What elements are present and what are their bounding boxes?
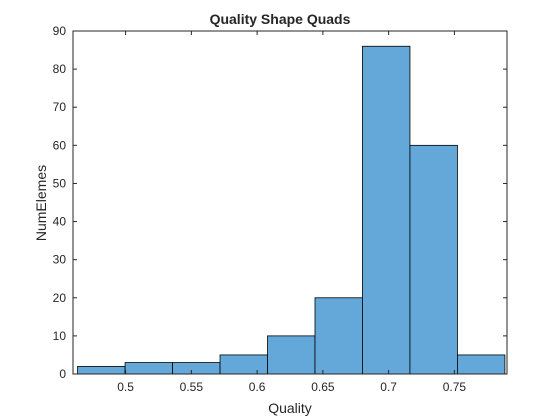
y-tick-label: 50 <box>53 176 67 190</box>
histogram-bar <box>220 355 267 374</box>
y-tick-label: 90 <box>53 24 67 38</box>
y-axis-label: NumElemes <box>33 165 49 241</box>
histogram-bar <box>173 363 220 374</box>
y-tick-label: 10 <box>53 329 67 343</box>
x-tick-label: 0.75 <box>443 380 467 394</box>
x-tick-label: 0.55 <box>180 380 204 394</box>
histogram-bar <box>362 46 409 374</box>
y-tick-label: 40 <box>53 215 67 229</box>
x-axis-label: Quality <box>268 400 312 416</box>
y-tick-label: 80 <box>53 62 67 76</box>
x-tick-label: 0.5 <box>117 380 134 394</box>
x-tick-label: 0.7 <box>380 380 397 394</box>
histogram-bar <box>410 145 457 374</box>
y-tick-label: 0 <box>59 367 66 381</box>
bars-group <box>78 46 505 374</box>
histogram-bar <box>315 298 362 374</box>
x-tick-label: 0.65 <box>311 380 335 394</box>
histogram-bar <box>268 336 315 374</box>
histogram-bar <box>457 355 504 374</box>
y-tick-label: 60 <box>53 138 67 152</box>
y-tick-label: 30 <box>53 253 67 267</box>
y-tick-label: 70 <box>53 100 67 114</box>
chart-title: Quality Shape Quads <box>210 11 351 27</box>
y-tick-label: 20 <box>53 291 67 305</box>
histogram-bar <box>78 366 125 374</box>
histogram-bar <box>125 363 172 374</box>
x-tick-label: 0.6 <box>249 380 266 394</box>
